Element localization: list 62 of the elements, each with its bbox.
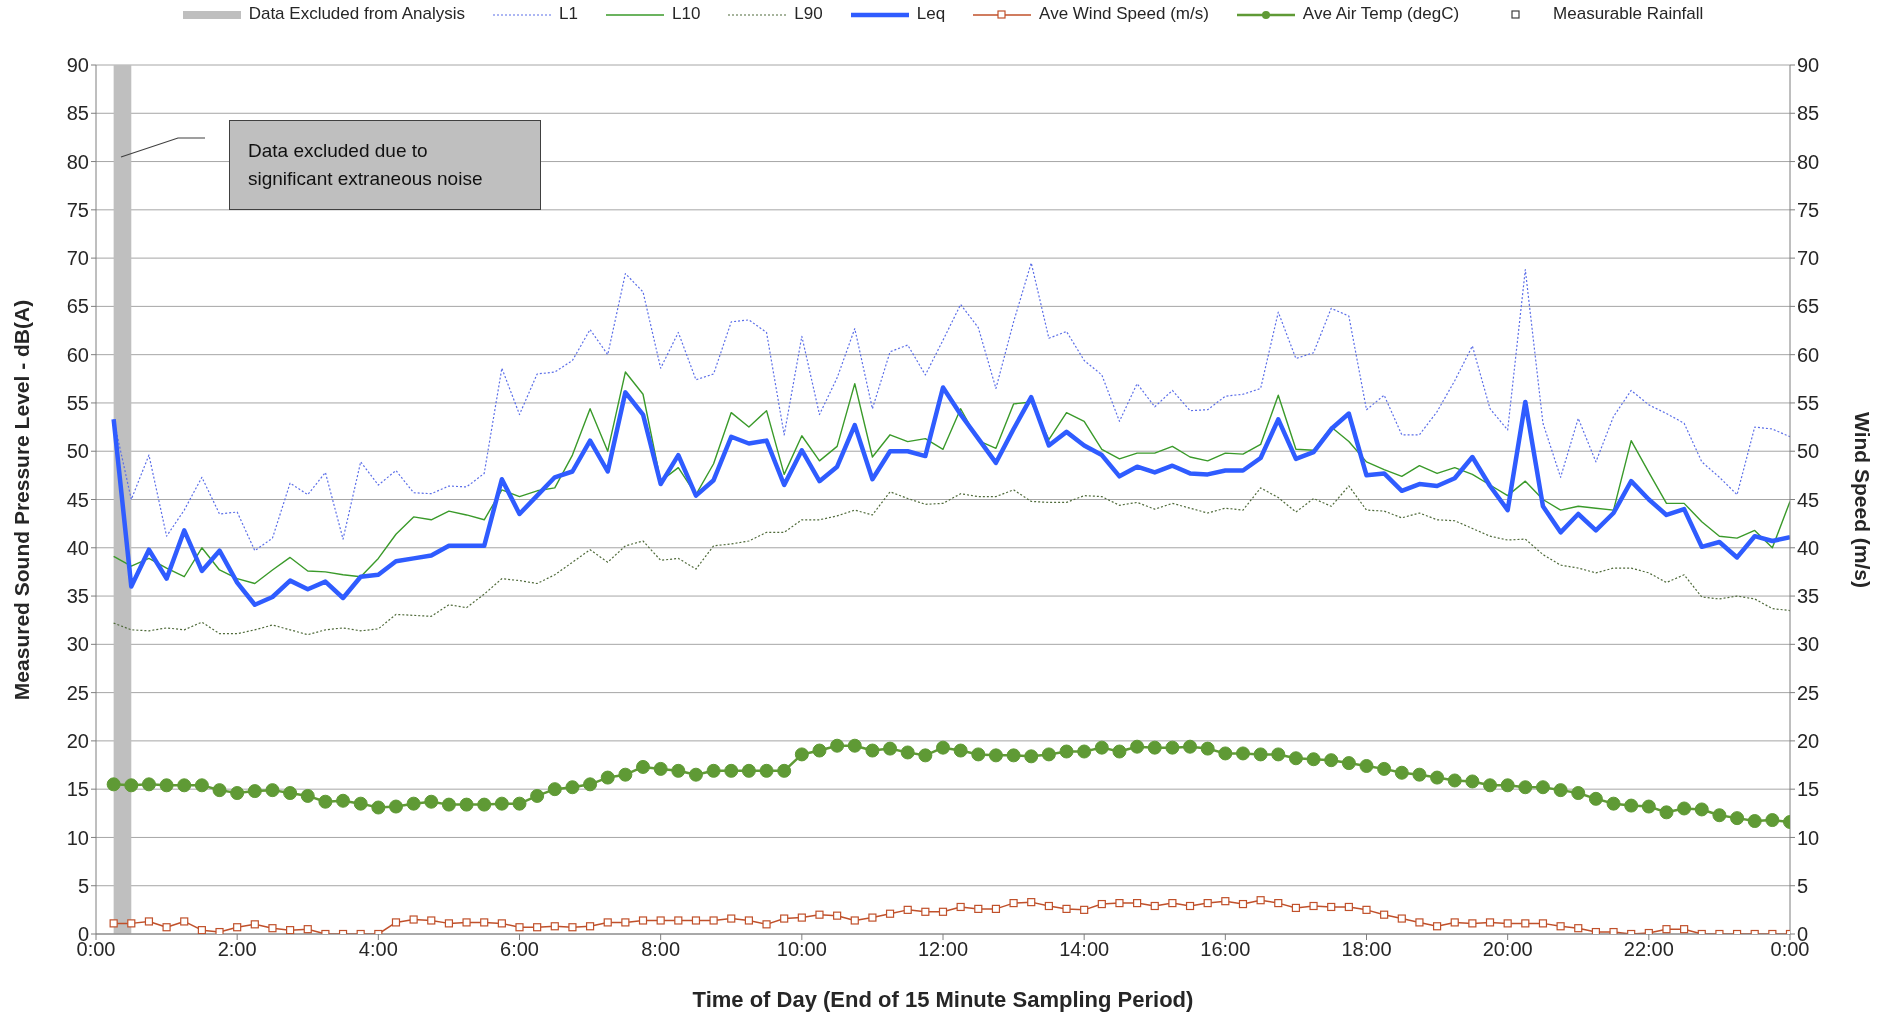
y2-tick-label: 15 xyxy=(1797,778,1820,801)
legend-label: Measurable Rainfall xyxy=(1552,4,1704,24)
y2-tick-label: 90 xyxy=(1797,54,1820,77)
y-tick-label: 35 xyxy=(66,585,89,608)
x-tick-label: 4:00 xyxy=(358,938,398,961)
y2-tick-label: 70 xyxy=(1797,247,1820,270)
x-tick-label: 2:00 xyxy=(217,938,257,961)
y2-tick-label: 55 xyxy=(1797,392,1820,415)
y-tick-label: 75 xyxy=(66,198,89,221)
x-tick-label: 18:00 xyxy=(1341,938,1392,961)
y2-tick-label: 30 xyxy=(1797,633,1820,656)
y-tick-label: 90 xyxy=(66,54,89,77)
x-tick-label: 16:00 xyxy=(1200,938,1251,961)
y2-tick-label: 85 xyxy=(1797,102,1820,125)
y2-tick-label: 45 xyxy=(1797,488,1820,511)
y-axis-title: Measured Sound Pressure Level - dB(A) xyxy=(10,299,34,701)
x-tick-label: 12:00 xyxy=(917,938,969,961)
y-tick-label: 85 xyxy=(66,102,89,125)
x-tick-label: 14:00 xyxy=(1059,938,1110,961)
y-tick-label: 40 xyxy=(66,536,89,559)
y-tick-label: 30 xyxy=(66,633,89,656)
legend-label: Ave Wind Speed (m/s) xyxy=(1038,4,1209,24)
y2-tick-label: 50 xyxy=(1797,440,1820,463)
x-tick-label: 6:00 xyxy=(500,938,539,961)
y-tick-label: 5 xyxy=(77,874,89,897)
y2-tick-label: 35 xyxy=(1797,585,1820,608)
y2-tick-label: 20 xyxy=(1797,729,1820,752)
x-tick-label: 10:00 xyxy=(776,938,827,961)
x-tick-label: 20:00 xyxy=(1482,938,1533,961)
x-tick-label: 8:00 xyxy=(641,938,681,961)
y2-tick-label: 60 xyxy=(1797,343,1820,366)
y-tick-label: 60 xyxy=(66,343,89,366)
y-tick-label: 70 xyxy=(66,247,89,270)
line-series xyxy=(113,485,1790,636)
x-axis-title: Time of Day (End of 15 Minute Sampling Period) xyxy=(692,987,1194,1013)
y-tick-label: 20 xyxy=(66,729,89,752)
legend-label: Ave Air Temp (degC) xyxy=(1301,4,1460,24)
note-box: Data excluded due to significant extraneous noise xyxy=(229,120,541,210)
y-tick-label: 45 xyxy=(66,488,89,511)
y-tick-label: 80 xyxy=(66,150,89,173)
y-tick-label: 65 xyxy=(66,295,89,318)
y2-tick-label: 80 xyxy=(1797,150,1820,173)
legend-label: Data Excluded from Analysis xyxy=(247,4,466,24)
legend-label: Leq xyxy=(915,4,946,24)
line-series xyxy=(111,385,1790,607)
y2-tick-label: 65 xyxy=(1797,295,1820,318)
y2-tick-label: 40 xyxy=(1797,536,1820,559)
y2-tick-label: 75 xyxy=(1797,198,1820,221)
y-tick-label: 55 xyxy=(66,392,89,415)
y2-tick-label: 5 xyxy=(1797,874,1809,897)
y-tick-label: 10 xyxy=(66,826,89,849)
y-tick-label: 50 xyxy=(66,440,89,463)
line-series xyxy=(112,371,1790,585)
y-tick-label: 25 xyxy=(66,681,89,704)
y2-axis-title: Wind Speed (m/s) xyxy=(1850,412,1874,588)
y2-tick-label: 25 xyxy=(1797,681,1820,704)
legend-label: L90 xyxy=(793,4,823,24)
legend-label: L1 xyxy=(558,4,578,24)
y2-tick-label: 10 xyxy=(1797,826,1820,849)
y-tick-label: 15 xyxy=(66,778,89,801)
legend-label: L10 xyxy=(670,4,701,24)
x-tick-label: 22:00 xyxy=(1623,938,1674,961)
